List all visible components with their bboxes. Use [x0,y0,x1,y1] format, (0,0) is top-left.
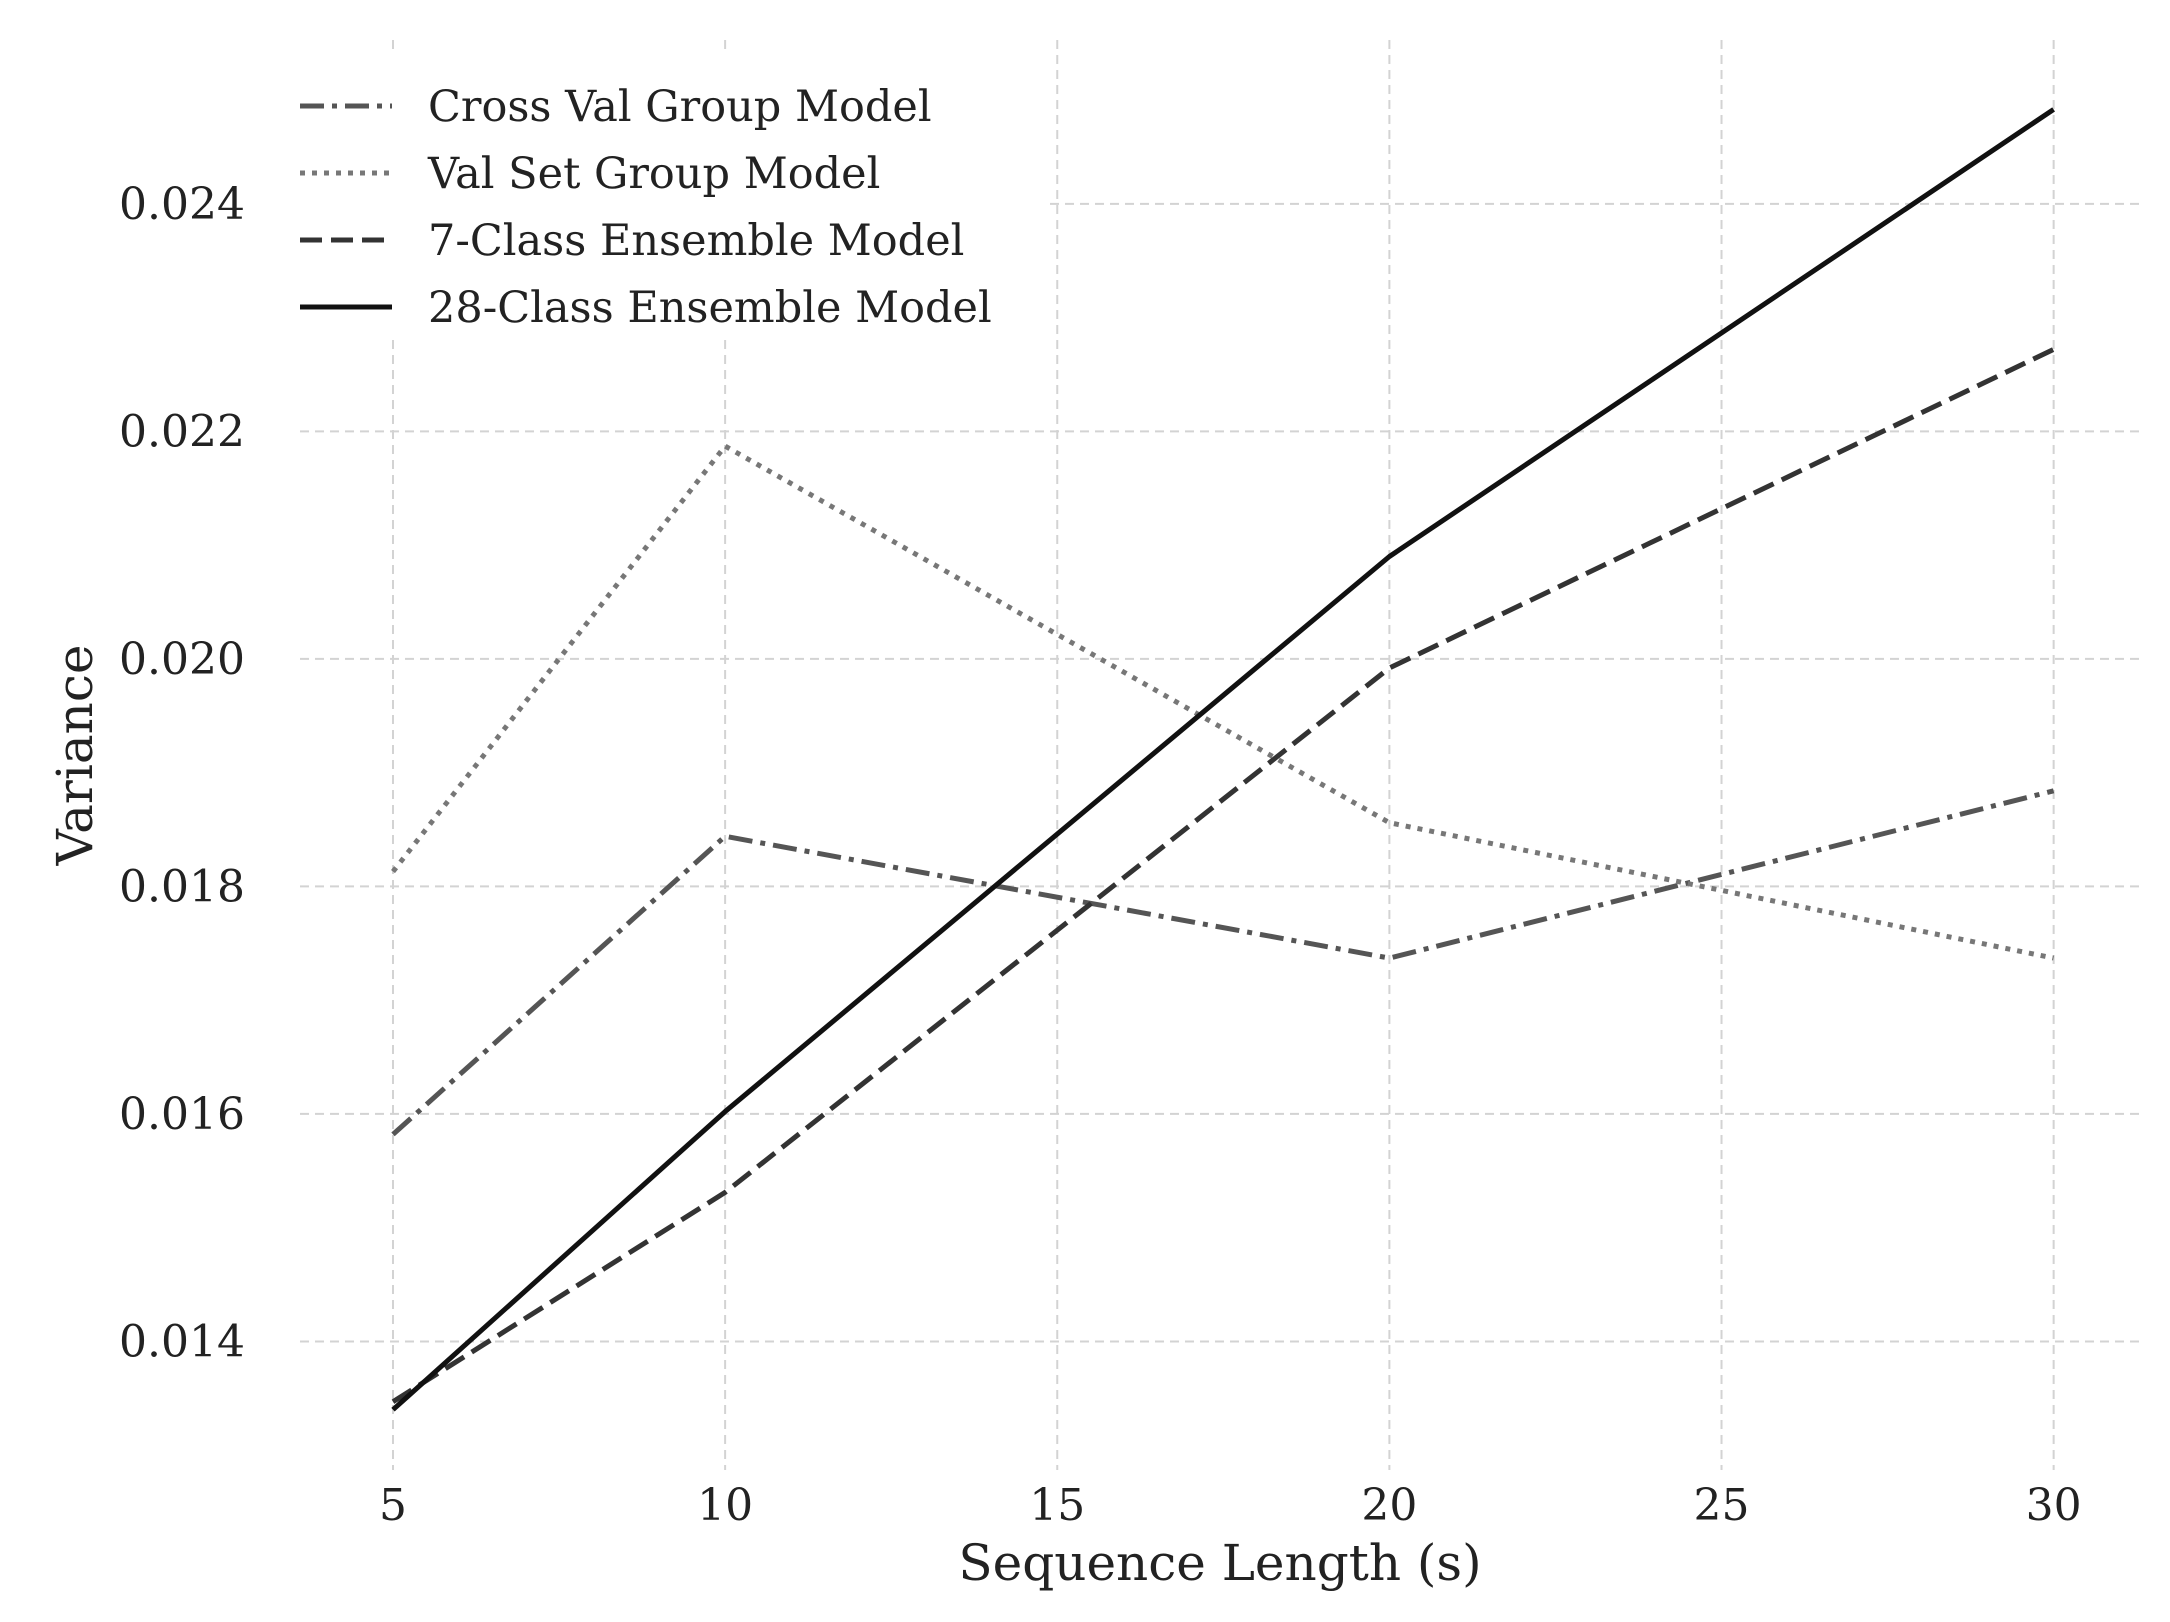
x-tick-label: 25 [1694,1480,1750,1531]
legend-box [285,50,1045,340]
y-tick-label: 0.024 [119,179,245,230]
y-tick-label: 0.016 [119,1089,245,1140]
series-line-4 [391,107,2055,1412]
y-tick-label: 0.022 [119,406,245,457]
grid-lines [300,40,2140,1470]
series-line-1 [391,788,2055,1137]
x-tick-label: 15 [1029,1480,1085,1531]
y-axis-label: Variance [46,645,104,867]
legend-label-4: 28-Class Ensemble Model [428,283,992,333]
x-tick-label: 20 [1361,1480,1417,1531]
y-tick-label: 0.020 [119,634,245,685]
legend-label-3: 7-Class Ensemble Model [428,216,964,266]
x-tick-label: 30 [2026,1480,2082,1531]
x-tick-label: 10 [697,1480,753,1531]
series-lines [391,107,2055,1412]
legend-label-1: Cross Val Group Model [428,82,932,132]
series-line-2 [391,443,2055,961]
x-axis-ticks: 5 10 15 20 25 30 [379,1480,2082,1531]
x-axis-label: Sequence Length (s) [958,1534,1481,1592]
legend: Cross Val Group Model Val Set Group Model… [300,82,992,333]
legend-background [285,50,1045,340]
legend-label-2: Val Set Group Model [427,149,880,199]
y-axis-ticks: 0.014 0.016 0.018 0.020 0.022 0.024 [119,179,245,1368]
x-tick-label: 5 [379,1480,407,1531]
y-tick-label: 0.018 [119,861,245,912]
series-line-3 [391,347,2055,1404]
y-tick-label: 0.014 [119,1316,245,1367]
